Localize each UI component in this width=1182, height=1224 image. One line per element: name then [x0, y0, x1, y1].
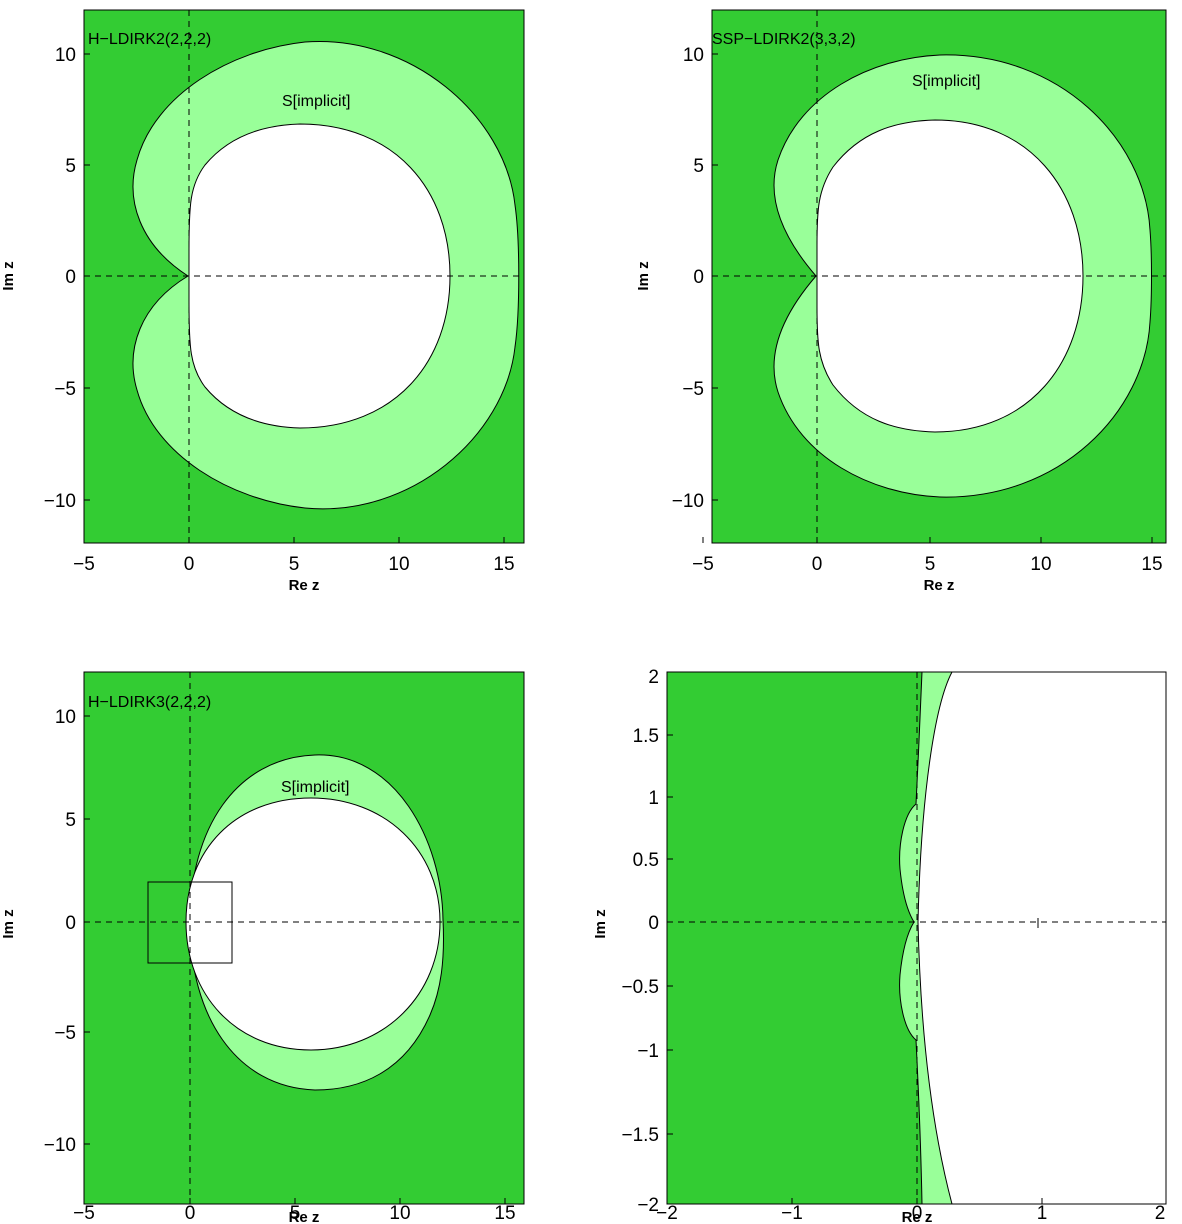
panel-title: SSP−LDIRK2(3,3,2) — [712, 31, 856, 48]
y-tick-label: 5 — [65, 810, 76, 831]
y-tick-label: −10 — [44, 491, 76, 512]
y-tick-label: −10 — [672, 491, 704, 512]
y-tick-label: −10 — [44, 1135, 76, 1156]
y-axis-label: Im z — [635, 261, 652, 290]
x-tick-label: −5 — [73, 554, 95, 575]
subplot-h-ldirk3: H−LDIRK3(2,2,2) S[implicit] −5 0 5 10 15… — [0, 671, 525, 1224]
x-ticks: −5 0 5 10 15 — [73, 537, 515, 575]
region-label: S[implicit] — [281, 779, 349, 796]
x-tick-label: 5 — [289, 554, 300, 575]
inner-stability-boundary — [917, 672, 1166, 1204]
inner-stability-boundary — [185, 797, 441, 1051]
y-tick-label: 10 — [55, 45, 76, 66]
y-tick-label: 0 — [693, 267, 704, 288]
y-ticks: −2 −1.5 −1 −0.5 0 0.5 1 1.5 2 — [621, 667, 673, 1216]
x-ticks: −5 0 5 10 15 — [73, 1198, 516, 1224]
y-tick-label: 5 — [65, 156, 76, 177]
y-tick-label: 0 — [65, 913, 76, 934]
y-ticks: −10 −5 0 5 10 — [672, 45, 718, 512]
region-label: S[implicit] — [282, 93, 350, 110]
x-axis-label: Re z — [289, 1209, 320, 1224]
subplot-ssp-ldirk2: SSP−LDIRK2(3,3,2) S[implicit] −5 0 5 10 … — [635, 9, 1167, 594]
y-tick-label: 5 — [693, 156, 704, 177]
y-axis-label: Im z — [0, 261, 17, 290]
y-tick-label: 0 — [648, 913, 659, 934]
x-axis-label: Re z — [924, 577, 955, 594]
x-axis-label: Re z — [289, 577, 320, 594]
subplot-h-ldirk2: H−LDIRK2(2,2,2) S[implicit] −5 0 5 10 15… — [0, 9, 525, 594]
y-tick-label: −5 — [682, 379, 704, 400]
axes-box — [83, 671, 525, 1205]
subplot-zoom: −2 −1 0 1 2 −2 −1.5 −1 −0.5 0 0.5 1 1.5 … — [592, 667, 1167, 1224]
zoom-box — [147, 881, 233, 964]
y-axis-label: Im z — [592, 909, 609, 938]
x-ticks: −2 −1 0 1 2 — [656, 918, 1167, 1224]
region-label: S[implicit] — [912, 73, 980, 90]
y-tick-label: −5 — [54, 1023, 76, 1044]
x-tick-label: 15 — [493, 554, 514, 575]
panel-title: H−LDIRK2(2,2,2) — [88, 31, 211, 48]
y-tick-label: −2 — [637, 1195, 659, 1216]
x-tick-label: 2 — [1155, 1203, 1166, 1224]
x-axis-label: Re z — [902, 1209, 933, 1224]
y-tick-label: 10 — [683, 45, 704, 66]
x-ticks: −5 0 5 10 15 — [692, 537, 1163, 575]
x-tick-label: 0 — [912, 1203, 923, 1224]
y-tick-label: −0.5 — [621, 977, 659, 998]
x-tick-label: 10 — [388, 554, 409, 575]
inner-stability-boundary — [816, 119, 1084, 433]
x-tick-label: −5 — [692, 554, 714, 575]
x-tick-label: 15 — [1141, 554, 1162, 575]
x-tick-label: 1 — [1037, 1203, 1048, 1224]
x-tick-label: 0 — [185, 1203, 196, 1224]
y-tick-label: 1 — [648, 788, 659, 809]
y-axis-label: Im z — [0, 909, 17, 938]
y-tick-label: 0.5 — [633, 850, 659, 871]
y-tick-label: −1 — [637, 1041, 659, 1062]
x-tick-label: 10 — [1030, 554, 1051, 575]
y-ticks: −10 −5 0 5 10 — [44, 45, 90, 512]
x-tick-label: 15 — [494, 1203, 515, 1224]
y-tick-label: −5 — [54, 379, 76, 400]
y-tick-label: −1.5 — [621, 1125, 659, 1146]
x-tick-label: 5 — [925, 554, 936, 575]
x-tick-label: 0 — [184, 554, 195, 575]
y-tick-label: 1.5 — [633, 726, 659, 747]
panel-title: H−LDIRK3(2,2,2) — [88, 694, 211, 711]
x-tick-label: 10 — [389, 1203, 410, 1224]
x-tick-label: 5 — [290, 1203, 301, 1224]
y-tick-label: 0 — [65, 267, 76, 288]
x-tick-label: −1 — [781, 1203, 803, 1224]
y-tick-label: 2 — [648, 667, 659, 688]
x-tick-label: −5 — [73, 1203, 95, 1224]
x-tick-label: 0 — [812, 554, 823, 575]
x-tick-label: −2 — [656, 1203, 678, 1224]
y-tick-label: 10 — [55, 707, 76, 728]
y-ticks: −10 −5 0 5 10 — [44, 707, 90, 1156]
